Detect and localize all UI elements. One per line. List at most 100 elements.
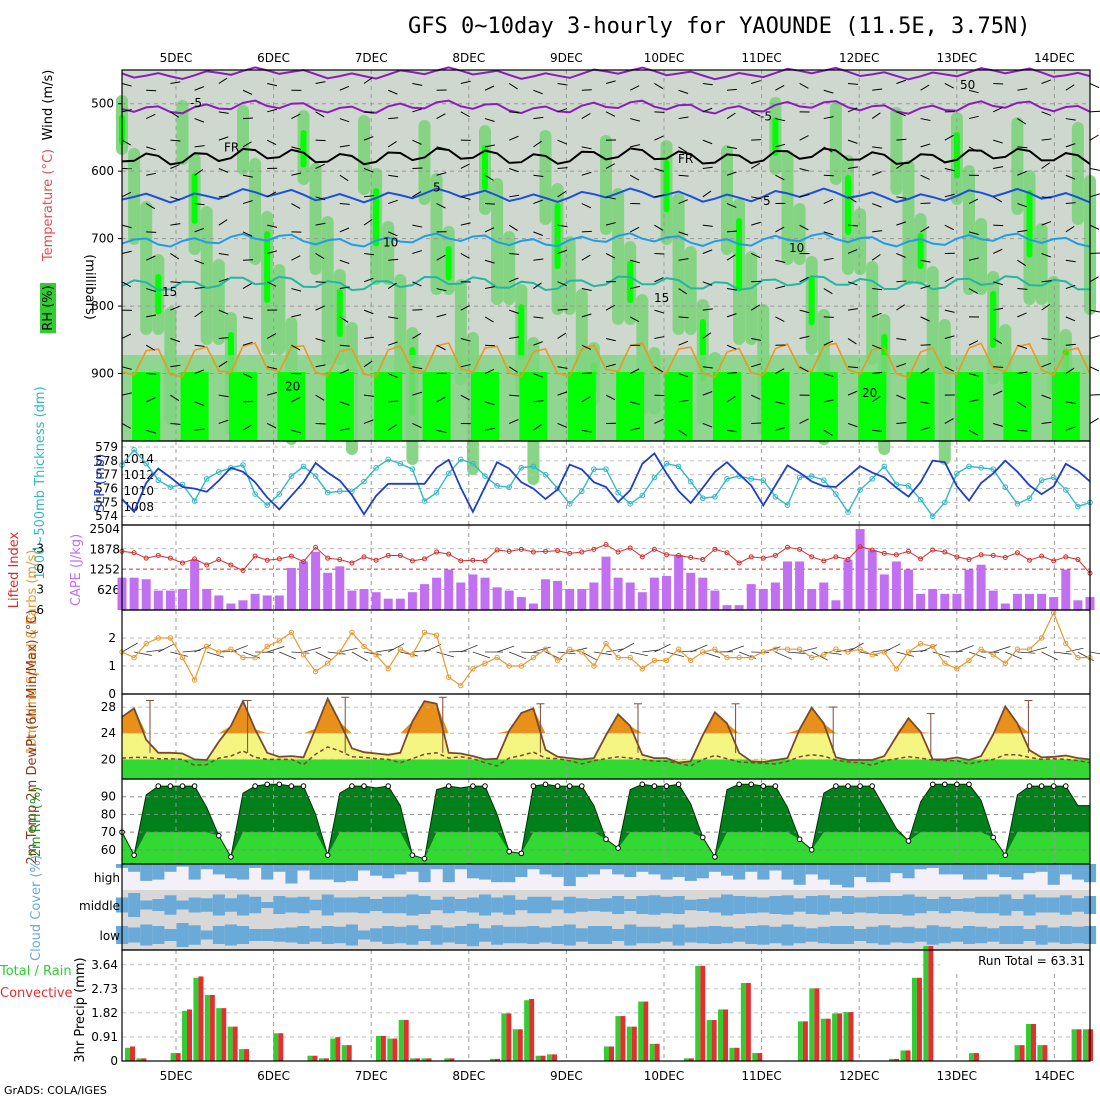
rh-cell — [382, 221, 395, 285]
lifted-tick-label: 3 — [36, 583, 44, 597]
thickness-point — [530, 463, 537, 470]
wind-barb — [1089, 417, 1099, 424]
cloud-bar — [539, 896, 552, 914]
wind-speed-point — [579, 649, 585, 655]
wind-barb — [992, 248, 1003, 254]
cloud-bar — [515, 899, 528, 911]
wind-barb — [944, 309, 955, 313]
cape-tick-label: 2504 — [89, 522, 120, 536]
precip-convective-bar — [403, 1020, 409, 1061]
wind-axis-label: 10m Wind Speed & Barbs (m/s) — [25, 550, 40, 755]
lifted-point — [978, 552, 984, 558]
wind-barb — [509, 194, 520, 198]
cloud-bar — [551, 926, 564, 944]
wind-barb — [533, 282, 542, 289]
wind-barb — [508, 224, 518, 232]
wind-barb — [1065, 426, 1076, 431]
wind-barb — [170, 223, 181, 226]
wind-barb — [460, 394, 470, 401]
wind-barb — [533, 341, 543, 346]
wind-barb — [775, 651, 793, 660]
cape-bar — [722, 605, 732, 610]
wind-barb — [1065, 202, 1076, 205]
thickness-point — [990, 466, 997, 472]
wind-barb — [968, 373, 979, 377]
wind-barb — [339, 85, 350, 91]
wind-barb — [521, 651, 540, 654]
precip-total-bar — [900, 1050, 906, 1061]
wind-barb — [1017, 146, 1028, 149]
thickness-point — [821, 477, 827, 484]
wind-barb — [581, 288, 592, 291]
rh-cell — [890, 107, 903, 195]
cloud-bar — [914, 928, 927, 942]
rh-tick-label: 70 — [101, 825, 116, 839]
wind-speed-point — [191, 677, 198, 683]
cape-bar — [407, 592, 417, 610]
precip-convective-bar — [745, 983, 751, 1061]
wind-barb — [363, 77, 373, 84]
lifted-point — [409, 558, 415, 564]
cloud-bar — [1071, 926, 1084, 944]
rh-lower-moist — [713, 372, 741, 441]
lifted-point — [639, 554, 645, 560]
cape-bar — [1012, 593, 1022, 610]
rh-point — [216, 832, 222, 839]
lifted-point — [893, 552, 899, 558]
cloud-bar — [587, 864, 600, 875]
rh-point — [845, 783, 851, 789]
wind-barb — [678, 316, 689, 319]
wind-barb — [146, 231, 157, 233]
rh-point — [857, 783, 863, 789]
wind-speed-point — [349, 629, 355, 636]
precip-total-bar — [1037, 1045, 1043, 1061]
wind-barb — [1089, 224, 1100, 230]
thickness-point — [1063, 487, 1069, 493]
wind-barb — [339, 144, 350, 148]
precip-convective-bar — [449, 1058, 455, 1061]
wind-barb — [581, 203, 592, 209]
cape-bar — [395, 598, 405, 610]
wind-speed-point — [167, 635, 174, 641]
thickness-point — [337, 488, 343, 495]
rh-cell — [926, 266, 939, 375]
cape-bar — [625, 582, 635, 610]
cape-bar — [601, 556, 611, 610]
cloud-bar — [382, 864, 395, 879]
lifted-point — [204, 562, 210, 568]
cloud-bar — [321, 864, 334, 880]
wind-barb — [194, 118, 205, 123]
wind-barb — [775, 316, 785, 322]
cloud-bar — [273, 864, 286, 872]
wind-barb — [339, 259, 350, 264]
wind-barb — [847, 338, 857, 345]
lifted-point — [664, 552, 669, 558]
wind-barb — [242, 400, 254, 403]
cloud-bar — [1011, 864, 1024, 880]
precip-total-bar — [182, 1010, 188, 1061]
lifted-point — [990, 552, 996, 558]
thickness-point — [760, 477, 767, 484]
day-label-bottom: 9DEC — [550, 1069, 583, 1083]
rh-tick-label: 80 — [101, 807, 116, 821]
wind-barb — [170, 111, 180, 118]
wind-side-label: Wind (m/s) — [41, 70, 56, 141]
lifted-point — [288, 553, 294, 559]
wind-barb — [605, 363, 616, 368]
day-label-bottom: 5DEC — [160, 1069, 193, 1083]
wind-barb — [291, 651, 310, 654]
precip-convective-bar — [551, 1054, 557, 1061]
precip-total-bar — [843, 1012, 849, 1061]
wind-barb — [291, 172, 302, 176]
thickness-point — [566, 500, 573, 507]
wind-barb — [630, 401, 640, 405]
cape-bar — [541, 579, 550, 610]
day-label-top: 7DEC — [355, 51, 388, 65]
rh-point — [1050, 783, 1057, 789]
wind-barb — [1041, 362, 1052, 368]
precip-total-bar — [740, 983, 746, 1061]
thickness-point — [857, 487, 863, 493]
wind-barb — [726, 88, 738, 91]
cloud-bar — [454, 864, 467, 870]
thickness-point — [470, 460, 476, 467]
